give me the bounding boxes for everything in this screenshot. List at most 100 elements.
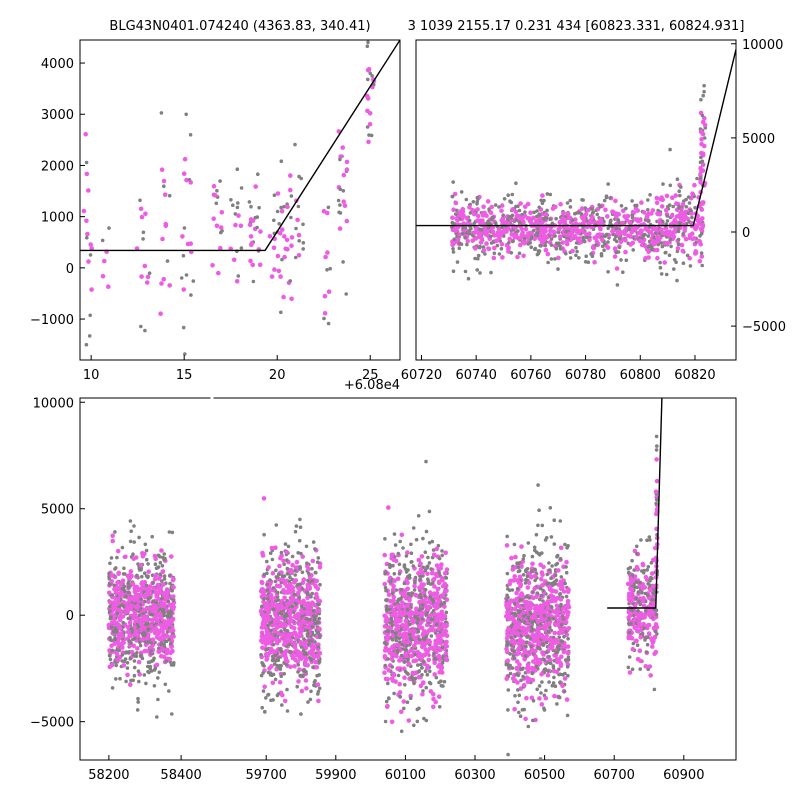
data-point (159, 642, 163, 647)
data-point (518, 242, 523, 248)
data-point (298, 525, 303, 529)
data-point (526, 724, 531, 729)
data-point (295, 217, 300, 223)
data-point (420, 617, 425, 621)
data-point (214, 223, 220, 229)
data-point (602, 241, 607, 246)
data-point (139, 593, 144, 598)
data-point (534, 594, 539, 599)
data-point (111, 603, 116, 608)
data-point (396, 673, 401, 678)
data-point (281, 558, 286, 564)
data-point (108, 657, 113, 662)
data-point (311, 665, 315, 669)
data-point (170, 530, 175, 535)
data-point (128, 539, 133, 544)
x-tick-label: 60760 (510, 368, 551, 383)
data-point (689, 231, 695, 236)
data-point (132, 524, 136, 528)
data-point (277, 680, 283, 685)
data-point (608, 221, 613, 226)
data-point (515, 254, 520, 260)
data-point (148, 596, 152, 600)
data-point (293, 613, 299, 619)
data-point (384, 598, 388, 602)
data-point (113, 589, 119, 595)
data-point (546, 612, 552, 617)
data-point (668, 147, 672, 152)
data-point (497, 205, 501, 209)
data-point (280, 703, 284, 707)
data-point (702, 122, 708, 128)
data-point (527, 218, 533, 224)
data-point (429, 567, 433, 571)
data-point (641, 233, 646, 238)
data-point (269, 274, 275, 279)
data-point (556, 267, 560, 271)
data-point (161, 607, 166, 612)
data-point (430, 539, 435, 544)
data-point (410, 676, 415, 680)
data-point (685, 253, 690, 258)
data-point (491, 215, 495, 220)
data-point (135, 573, 139, 578)
data-point (275, 209, 280, 214)
data-point (500, 216, 506, 221)
data-point (701, 93, 705, 98)
data-point (624, 258, 629, 263)
data-point (138, 643, 143, 648)
data-point (390, 629, 395, 634)
data-point (167, 530, 172, 534)
data-point (125, 666, 130, 670)
data-point (511, 239, 515, 244)
data-point (700, 113, 705, 118)
data-point (486, 219, 491, 224)
data-point (558, 519, 563, 523)
data-point (293, 568, 297, 573)
data-point (683, 236, 689, 242)
data-point (128, 682, 133, 688)
data-point (300, 604, 304, 609)
data-point (272, 267, 277, 272)
data-point (255, 172, 260, 176)
data-point (501, 213, 506, 217)
data-point (639, 228, 644, 234)
data-point (386, 505, 391, 510)
data-point (542, 198, 546, 203)
data-point (455, 260, 460, 264)
data-point (442, 570, 448, 576)
data-point (431, 608, 436, 613)
data-point (283, 542, 288, 546)
data-point (262, 684, 268, 690)
data-point (528, 574, 534, 580)
data-point (436, 617, 441, 623)
data-point (383, 614, 389, 620)
data-point (152, 668, 157, 672)
data-point (536, 645, 540, 650)
data-point (512, 601, 517, 606)
data-point (517, 662, 522, 667)
data-point (120, 614, 125, 619)
data-point (428, 595, 433, 599)
data-point (402, 675, 407, 680)
data-point (431, 696, 436, 702)
data-point (650, 247, 654, 252)
data-point (131, 556, 136, 561)
data-point (180, 234, 185, 239)
data-point (440, 549, 444, 553)
data-point (155, 618, 160, 624)
data-point (341, 199, 347, 204)
data-point (393, 558, 399, 564)
data-point (129, 529, 133, 533)
data-point (589, 252, 593, 256)
data-point (300, 587, 305, 591)
data-point (584, 232, 589, 237)
data-point (490, 229, 496, 234)
data-point (322, 316, 326, 321)
data-point (452, 237, 457, 241)
data-point (419, 585, 425, 591)
data-point (405, 580, 410, 586)
data-point (412, 643, 417, 649)
data-point (109, 662, 115, 668)
